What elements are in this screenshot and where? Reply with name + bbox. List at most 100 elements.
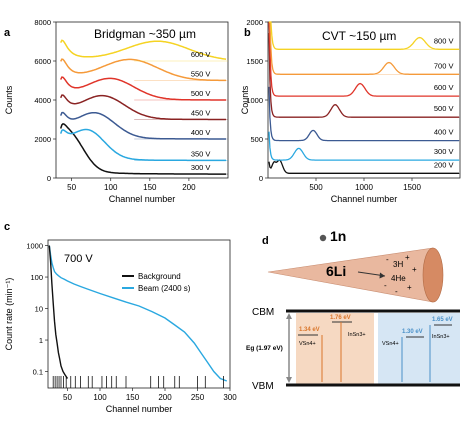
vbm-label: VBM <box>252 381 274 392</box>
panel-a-series-label: 450 V <box>191 109 211 118</box>
panel-b-ytick-label: 1500 <box>246 57 263 66</box>
panel-b-xlabel: Channel number <box>331 194 398 204</box>
panel-c-ytick-label: 100 <box>30 273 43 282</box>
panel-d-letter: d <box>262 235 269 247</box>
orange-defect-box <box>296 313 374 384</box>
panel-c-xtick-label: 100 <box>93 393 107 402</box>
level-value-4: 1.65 eV <box>432 317 453 323</box>
panel-c-ytick-label: 0.1 <box>33 368 43 377</box>
panel-b-series-line <box>268 86 459 142</box>
panel-b-ytick-label: 2000 <box>246 18 263 27</box>
helium-label: 4He <box>391 274 406 283</box>
panel-b-ytick-label: 0 <box>259 174 263 183</box>
panel-a: a Bridgman ~350 µm 50 100 150 2000200040006… <box>4 18 229 204</box>
panel-b-ytick-label: 500 <box>250 135 263 144</box>
panel-a-series-label: 600 V <box>191 50 211 59</box>
charge-minus-2: - <box>384 281 387 290</box>
panel-b-letter: b <box>244 27 251 39</box>
panel-a-ytick-label: 4000 <box>34 96 51 105</box>
level-value-2: 1.76 eV <box>330 315 351 321</box>
panel-c-xtick-label: 150 <box>126 393 140 402</box>
panel-b-xtick-label: 1500 <box>403 183 421 192</box>
panel-b-xtick-label: 500 <box>309 183 323 192</box>
panel-b-series-line <box>268 131 459 161</box>
level-name-3: VSn4+ <box>382 341 399 347</box>
lithium-label: 6Li <box>326 263 346 279</box>
panel-a-title: Bridgman ~350 µm <box>94 27 196 41</box>
charge-plus-2: + <box>412 265 417 274</box>
panel-c-letter: c <box>4 221 10 233</box>
panel-a-series-line <box>60 58 226 82</box>
charge-minus-3: - <box>395 287 398 296</box>
panel-c-ytick-label: 1 <box>39 336 43 345</box>
panel-a-series-line <box>60 39 227 60</box>
panel-c-xtick-label: 300 <box>223 393 237 402</box>
panel-a-ylabel: Counts <box>4 85 14 114</box>
bandgap-arrowhead-bottom <box>286 377 292 383</box>
panel-c-legend: Background Beam (2400 s) <box>122 272 191 293</box>
bandgap-arrowhead-top <box>286 313 292 319</box>
reaction-arrowhead <box>379 272 385 279</box>
neutron-label: 1n <box>330 228 346 244</box>
panel-c-series-line <box>48 245 228 382</box>
panel-b-series-line <box>268 32 459 118</box>
panel-b-series-label: 400 V <box>434 128 454 137</box>
panel-b-xtick-label: 1000 <box>355 183 373 192</box>
charge-plus-3: + <box>407 283 412 292</box>
tritium-label: 3H <box>393 260 403 269</box>
panel-a-ytick-label: 2000 <box>34 135 51 144</box>
panel-b-series-label: 800 V <box>434 36 454 45</box>
neutron-dot <box>319 234 327 242</box>
level-value-1: 1.34 eV <box>299 327 320 333</box>
panel-a-xtick-label: 100 <box>104 183 118 192</box>
level-value-3: 1.30 eV <box>402 329 423 335</box>
panel-b-series-line <box>268 159 459 174</box>
panel-c-plot-frame <box>47 239 231 389</box>
panel-c-annotation: 700 V <box>64 253 93 265</box>
panel-a-series-label: 550 V <box>191 70 211 79</box>
cbm-label: CBM <box>252 307 274 318</box>
panel-a-xtick-label: 50 <box>67 183 76 192</box>
panel-a-xtick-label: 150 <box>143 183 157 192</box>
panel-c: c 700 V 50 100 150 200 250 300 0.1 1 10 100 1000 B… <box>4 221 237 414</box>
charge-minus-1: - <box>386 255 389 264</box>
legend-label-beam: Beam (2400 s) <box>138 284 191 293</box>
panel-b-ytick-label: 1000 <box>246 96 263 105</box>
panel-a-ytick-label: 8000 <box>34 18 51 27</box>
panel-c-ytick-label: 10 <box>35 305 43 314</box>
level-name-1: VSn4+ <box>299 341 316 347</box>
panel-a-ytick-label: 0 <box>47 174 51 183</box>
panel-c-series-line <box>48 245 69 379</box>
panel-c-ytick-label: 1000 <box>26 242 43 251</box>
panel-b-series-label: 500 V <box>434 104 454 113</box>
panel-b-series-label: 700 V <box>434 61 454 70</box>
bandgap-label: Eg (1.97 eV) <box>246 345 283 352</box>
panel-a-series-label: 400 V <box>191 128 211 137</box>
panel-b-plot-frame <box>267 21 461 179</box>
panel-a-ytick-label: 6000 <box>34 57 51 66</box>
legend-label-background: Background <box>138 272 181 281</box>
panel-a-series-label: 300 V <box>191 163 211 172</box>
panel-b: b CVT ~150 µm 500 1000 1500 0 500 1000 1500 200… <box>240 18 461 204</box>
panel-b-series-line <box>269 21 459 50</box>
level-name-4: InSn3+ <box>432 334 450 340</box>
panel-d: d 1n 6Li 3H 4He + - + - + - CBM VBM Eg (… <box>246 228 460 392</box>
panel-a-letter: a <box>4 27 11 39</box>
panel-a-xlabel: Channel number <box>109 194 176 204</box>
panel-c-xtick-label: 50 <box>63 393 72 402</box>
panel-b-series-label: 600 V <box>434 83 454 92</box>
detector-end-cap <box>422 247 444 303</box>
panel-c-xtick-label: 200 <box>158 393 172 402</box>
panel-b-ylabel: Counts <box>240 85 250 114</box>
blue-defect-box <box>378 313 460 384</box>
charge-plus-1: + <box>405 253 410 262</box>
panel-c-xtick-label: 250 <box>191 393 205 402</box>
panel-b-series-label: 200 V <box>434 160 454 169</box>
panel-a-series-label: 500 V <box>191 89 211 98</box>
panel-b-series-label: 300 V <box>434 147 454 156</box>
panel-b-title: CVT ~150 µm <box>322 29 396 43</box>
panel-a-xtick-label: 200 <box>182 183 196 192</box>
panel-a-series-label: 350 V <box>191 149 211 158</box>
panel-c-ylabel: Count rate (min⁻¹) <box>4 278 14 351</box>
